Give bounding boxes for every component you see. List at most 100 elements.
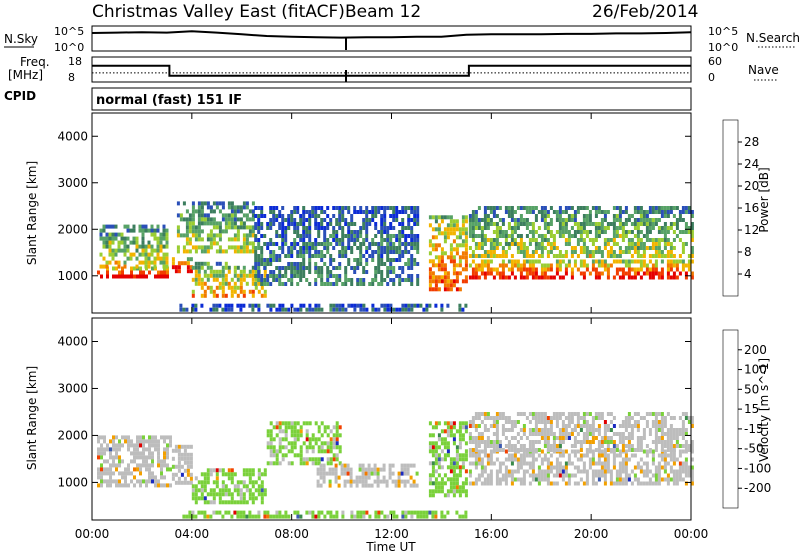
data-cell — [486, 271, 490, 276]
data-cell — [449, 243, 453, 248]
data-cell — [221, 217, 225, 222]
data-cell — [666, 444, 670, 448]
data-cell — [534, 267, 538, 272]
data-cell — [236, 249, 240, 254]
data-cell — [323, 425, 327, 430]
data-cell — [224, 217, 228, 222]
data-cell — [284, 307, 288, 312]
data-cell — [660, 238, 664, 242]
data-cell — [206, 265, 210, 270]
data-cell — [428, 251, 432, 256]
data-cell — [230, 201, 234, 206]
data-cell — [120, 236, 124, 241]
data-cell — [346, 463, 350, 468]
data-cell — [133, 467, 136, 472]
data-cell — [591, 432, 595, 436]
data-cell — [329, 457, 333, 462]
data-cell — [368, 218, 372, 222]
data-cell — [111, 224, 115, 229]
data-cell — [284, 266, 288, 270]
data-cell — [406, 467, 410, 472]
colorbar-tick-label: -15 — [744, 422, 764, 436]
data-cell — [651, 254, 655, 258]
data-cell — [618, 432, 622, 436]
data-cell — [458, 429, 462, 434]
data-cell — [531, 457, 535, 462]
data-cell — [338, 307, 342, 312]
data-cell — [474, 477, 478, 482]
data-cell — [549, 222, 553, 226]
data-cell — [194, 273, 198, 278]
data-cell — [343, 471, 347, 476]
data-cell — [314, 262, 318, 266]
data-cell — [209, 289, 213, 294]
data-cell — [672, 432, 676, 436]
data-cell — [516, 234, 520, 238]
data-cell — [380, 258, 384, 262]
data-cell — [203, 201, 207, 206]
data-cell — [660, 206, 664, 210]
data-cell — [471, 238, 475, 242]
data-cell — [151, 475, 154, 480]
data-cell — [117, 240, 121, 245]
data-cell — [141, 236, 145, 241]
data-cell — [504, 473, 508, 478]
data-cell — [200, 245, 204, 250]
data-cell — [130, 274, 133, 279]
data-cell — [639, 481, 643, 486]
data-cell — [501, 246, 505, 250]
data-cell — [458, 493, 462, 498]
x-tick-label: 12:00 — [374, 527, 409, 541]
data-cell — [446, 433, 450, 438]
data-cell — [428, 279, 432, 284]
data-cell — [594, 246, 598, 250]
data-cell — [335, 238, 339, 242]
data-cell — [320, 206, 324, 210]
data-cell — [242, 273, 246, 278]
data-cell — [319, 471, 323, 476]
data-cell — [495, 234, 499, 238]
data-cell — [636, 448, 640, 452]
data-cell — [615, 218, 619, 222]
data-cell — [615, 206, 619, 210]
data-cell — [260, 472, 264, 477]
data-cell — [138, 244, 142, 249]
data-cell — [398, 282, 402, 286]
data-cell — [380, 206, 384, 210]
data-cell — [404, 238, 408, 242]
data-cell — [159, 256, 163, 261]
data-cell — [471, 234, 475, 238]
data-cell — [352, 479, 356, 484]
data-cell — [403, 467, 407, 472]
data-cell — [645, 238, 649, 242]
data-cell — [657, 436, 661, 440]
data-cell — [227, 265, 231, 270]
data-cell — [358, 467, 362, 472]
data-cell — [233, 281, 237, 286]
data-cell — [498, 440, 502, 444]
data-cell — [510, 428, 514, 432]
data-cell — [564, 449, 568, 454]
data-cell — [603, 448, 607, 452]
data-cell — [278, 514, 282, 519]
data-cell — [495, 477, 499, 482]
data-cell — [570, 412, 574, 416]
data-cell — [350, 214, 354, 218]
data-cell — [200, 488, 204, 493]
data-cell — [166, 455, 169, 460]
data-cell — [115, 447, 118, 452]
data-cell — [461, 223, 465, 228]
data-cell — [522, 275, 526, 280]
data-cell — [558, 461, 562, 466]
data-cell — [230, 205, 234, 210]
data-cell — [126, 236, 130, 241]
data-cell — [341, 242, 345, 246]
data-cell — [142, 439, 145, 444]
data-cell — [407, 234, 411, 238]
data-cell — [428, 303, 432, 308]
data-cell — [326, 510, 330, 515]
data-cell — [362, 238, 366, 242]
data-cell — [431, 453, 435, 458]
data-cell — [272, 274, 276, 278]
data-cell — [477, 444, 481, 448]
